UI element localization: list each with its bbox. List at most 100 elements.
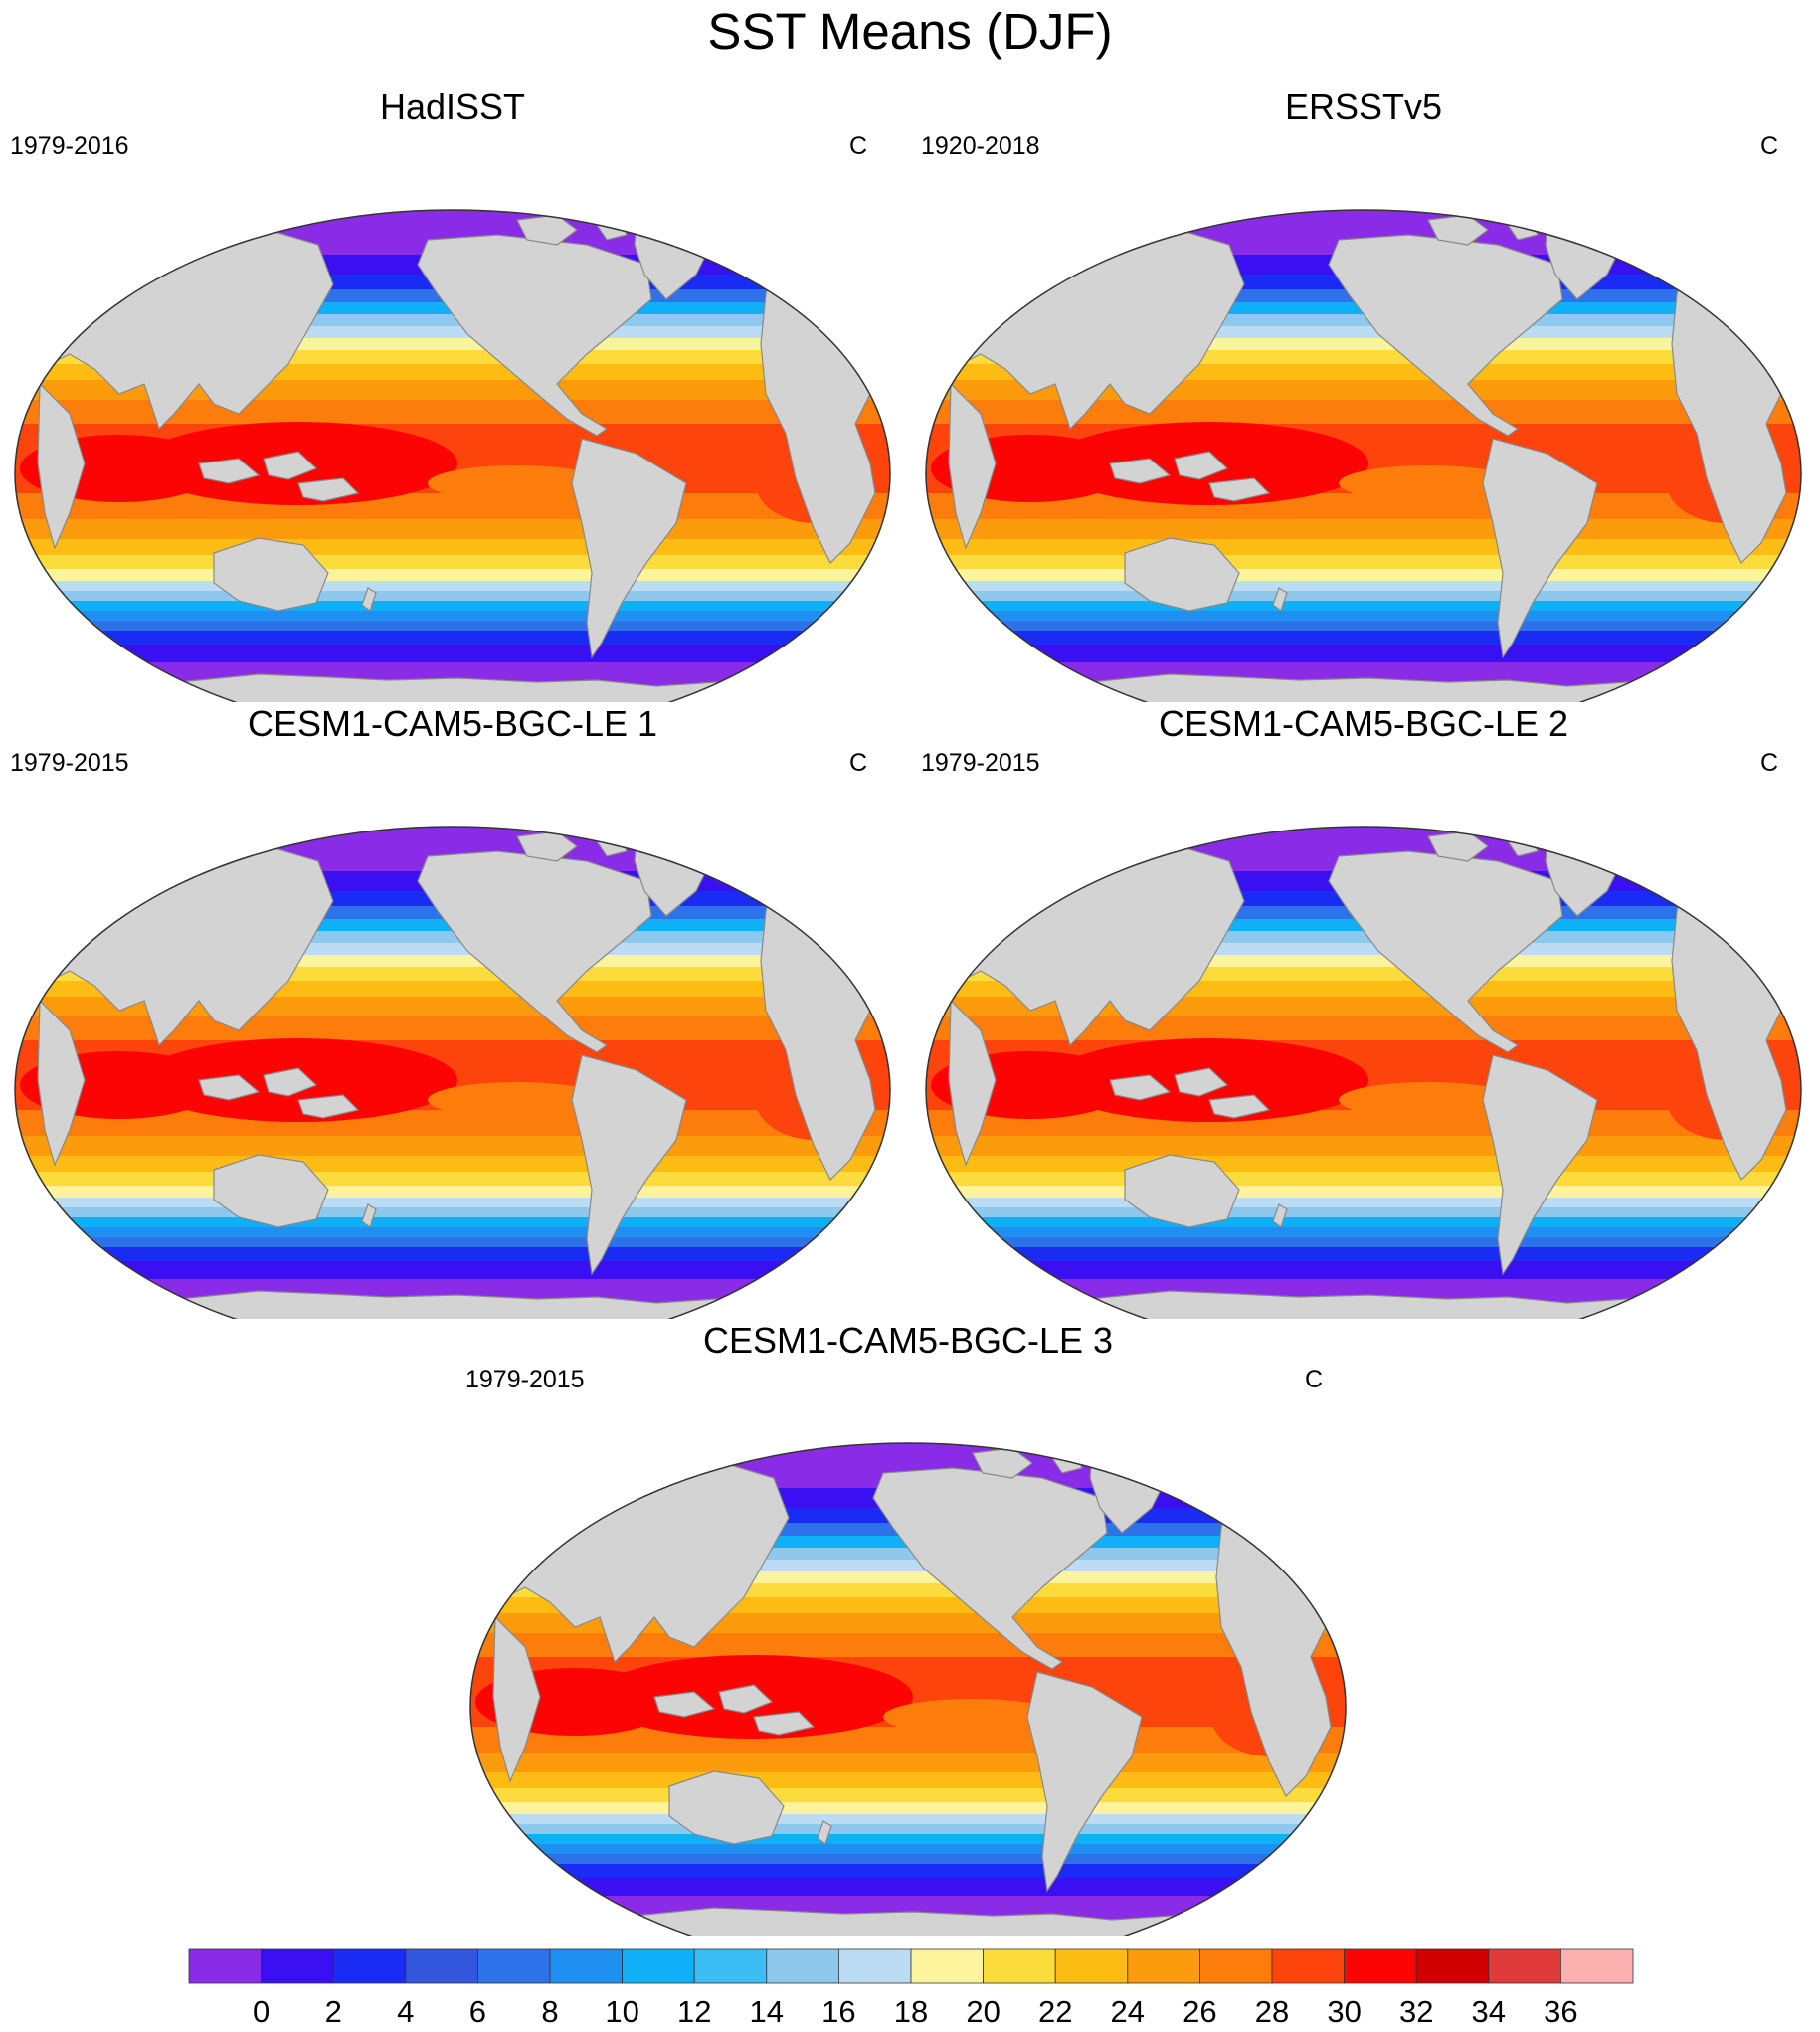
sst-band-18 [15, 581, 890, 592]
landmass-7 [1272, 1203, 1288, 1228]
colorbar-swatch-17 [1415, 1948, 1490, 1984]
colorbar-swatch-14 [1199, 1948, 1273, 1984]
sst-map [925, 209, 1802, 702]
map-panel-cesm-1: CESM1-CAM5-BGC-LE 1 1979-2015 C [0, 702, 905, 1319]
landmass-10 [753, 1711, 816, 1736]
sst-band-23 [470, 1864, 1346, 1879]
landmass-8 [653, 1691, 716, 1718]
landmass-0 [417, 850, 652, 1053]
panel-period: 1979-2016 [10, 132, 129, 160]
sst-band-19 [926, 1207, 1801, 1218]
landmass-2 [1482, 1054, 1598, 1276]
sst-band-16 [926, 555, 1801, 570]
cold-tongue [1339, 465, 1518, 501]
landmass-8 [1109, 458, 1172, 484]
sst-band-23 [926, 631, 1801, 646]
colorbar-swatch-6 [622, 1948, 695, 1984]
panel-units: C [848, 749, 867, 777]
panel-period: 1979-2015 [921, 749, 1040, 777]
landmass-9 [1174, 451, 1229, 480]
map-panel-cesm-2: CESM1-CAM5-BGC-LE 2 1979-2015 C [911, 702, 1816, 1319]
sst-band-24 [15, 1261, 890, 1280]
sst-band-16 [15, 555, 890, 570]
colorbar-swatch-7 [693, 1948, 768, 1984]
sst-band-22 [926, 621, 1801, 632]
sst-band-18 [470, 1814, 1346, 1825]
panel-units: C [1759, 749, 1778, 777]
landmass-5 [492, 1615, 541, 1783]
sst-band-17 [926, 1186, 1801, 1199]
colorbar-tick-label: 16 [821, 1994, 855, 2029]
map-panel-ersstv5: ERSSTv5 1920-2018 C [911, 86, 1816, 702]
panel-title: CESM1-CAM5-BGC-LE 2 [1158, 703, 1569, 744]
sst-band-22 [470, 1854, 1346, 1865]
sst-band-20 [15, 601, 890, 612]
sst-band-20 [470, 1834, 1346, 1845]
landmass-9 [1174, 1067, 1229, 1097]
sst-band-22 [15, 621, 890, 632]
sst-band-21 [926, 611, 1801, 622]
colorbar-tick-label: 26 [1183, 1994, 1216, 2029]
panel-units: C [848, 132, 867, 160]
colorbar-swatch-1 [261, 1948, 334, 1984]
sst-band-15 [15, 539, 890, 556]
landmass-0 [1328, 234, 1563, 437]
landmass-2 [571, 438, 687, 659]
sst-band-17 [470, 1802, 1346, 1815]
map-border [469, 1442, 1347, 1936]
landmass-10 [297, 1094, 360, 1119]
sst-band-11 [926, 400, 1801, 425]
colorbar-swatch-19 [1560, 1948, 1634, 1984]
sst-band-11 [15, 400, 890, 425]
landmass-2 [1482, 438, 1598, 659]
sst-band-21 [926, 1227, 1801, 1238]
colorbar-swatch-13 [1127, 1948, 1200, 1984]
landmass-5 [37, 999, 86, 1167]
sst-band-18 [926, 1198, 1801, 1208]
landmass-2 [1026, 1671, 1143, 1893]
sst-band-14 [15, 1136, 890, 1157]
landmass-10 [1208, 1094, 1271, 1119]
map-panel-hadisst: HadISST 1979-2016 C [0, 86, 905, 702]
colorbar-tick-label: 18 [894, 1994, 928, 2029]
landmass-0 [1328, 850, 1563, 1053]
colorbar-swatch-0 [188, 1948, 262, 1984]
sst-band-20 [15, 1217, 890, 1228]
colorbar-tick-label: 0 [253, 1994, 270, 2029]
landmass-7 [1272, 587, 1288, 612]
sst-band-21 [15, 1227, 890, 1238]
colorbar-tick-label: 24 [1111, 1994, 1145, 2029]
panel-title: ERSSTv5 [1284, 87, 1443, 127]
sst-band-14 [470, 1753, 1346, 1773]
panel-title: CESM1-CAM5-BGC-LE 3 [702, 1320, 1114, 1361]
sst-band-15 [926, 539, 1801, 556]
map-border [14, 209, 891, 702]
sst-band-11 [470, 1633, 1346, 1658]
figure-title: SST Means (DJF) [707, 3, 1113, 60]
landmass-9 [718, 1684, 774, 1714]
sst-band-15 [15, 1156, 890, 1173]
landmass-0 [417, 234, 652, 437]
panel-period: 1920-2018 [921, 132, 1040, 160]
sst-band-22 [15, 1237, 890, 1248]
landmass-5 [948, 382, 997, 550]
sst-band-21 [15, 611, 890, 622]
sst-band-24 [926, 645, 1801, 663]
colorbar-swatch-18 [1488, 1948, 1561, 1984]
sst-band-17 [15, 1186, 890, 1199]
sst-band-19 [470, 1824, 1346, 1835]
panel-title: HadISST [379, 87, 526, 127]
landmass-6 [213, 537, 329, 612]
colorbar-swatch-9 [838, 1948, 912, 1984]
landmass-5 [37, 382, 86, 550]
landmass-2 [571, 1054, 687, 1276]
landmass-8 [1109, 1074, 1172, 1101]
sst-band-14 [926, 519, 1801, 540]
landmass-0 [872, 1467, 1108, 1670]
sst-band-22 [926, 1237, 1801, 1248]
sst-band-23 [15, 1247, 890, 1262]
sst-band-19 [926, 591, 1801, 602]
sst-band-18 [15, 1198, 890, 1208]
sst-band-17 [926, 569, 1801, 582]
sst-band-15 [926, 1156, 1801, 1173]
